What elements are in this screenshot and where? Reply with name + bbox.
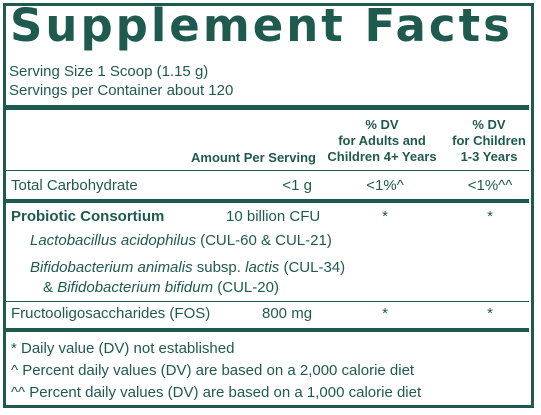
fos-dv-adults: * (382, 305, 388, 322)
total-carbohydrate-name: Total Carbohydrate (11, 177, 138, 194)
bifidobacterium-ingredient-line-2: & Bifidobacterium bifidum (CUL-20) (43, 279, 279, 297)
total-carbohydrate-dv-children: <1%^^ (467, 177, 513, 194)
bifidobacterium-animalis-strain: (CUL-34) (279, 259, 346, 276)
dv-adults-line-1: % DV (365, 117, 399, 132)
thin-rule-header (6, 170, 529, 171)
column-header-dv-children: % DV for Children 1-3 Years (442, 117, 536, 165)
bifidobacterium-subsp: subsp. (192, 259, 246, 276)
panel-title: Supplement Facts (10, 0, 513, 52)
fos-name: Fructooligosaccharides (FOS) (11, 305, 211, 322)
thick-rule-bottom (6, 328, 529, 332)
dv-adults-line-2: for Adults and (338, 133, 426, 148)
servings-per-container: Servings per Container about 120 (9, 82, 234, 99)
lactobacillus-species: Lactobacillus acidophilus (30, 232, 196, 249)
column-header-dv-adults: % DV for Adults and Children 4+ Years (316, 117, 448, 165)
probiotic-consortium-dv-adults: * (382, 208, 388, 225)
dv-children-line-3: 1-3 Years (460, 149, 518, 164)
probiotic-consortium-name: Probiotic Consortium (11, 208, 165, 225)
thick-rule-top (6, 105, 529, 110)
bifidobacterium-lactis: lactis (245, 259, 280, 276)
footnote-not-established: * Daily value (DV) not established (11, 340, 235, 357)
thick-rule-middle (6, 199, 529, 203)
fos-amount: 800 mg (262, 305, 313, 322)
bifidobacterium-bifidum: Bifidobacterium bifidum (57, 279, 214, 296)
serving-size: Serving Size 1 Scoop (1.15 g) (9, 63, 209, 80)
bifidobacterium-bifidum-strain: (CUL-20) (213, 279, 279, 296)
dv-adults-line-3: Children 4+ Years (327, 149, 437, 164)
thin-rule-fos (6, 301, 529, 302)
lactobacillus-strains: (CUL-60 & CUL-21) (195, 232, 332, 249)
probiotic-consortium-amount: 10 billion CFU (226, 208, 321, 225)
supplement-facts-panel (3, 3, 534, 408)
total-carbohydrate-dv-adults: <1%^ (366, 177, 404, 194)
fos-dv-children: * (487, 305, 493, 322)
bifidobacterium-ampersand: & (43, 279, 58, 296)
probiotic-consortium-dv-children: * (487, 208, 493, 225)
total-carbohydrate-amount: <1 g (282, 177, 312, 194)
dv-children-line-1: % DV (472, 117, 506, 132)
lactobacillus-ingredient: Lactobacillus acidophilus (CUL-60 & CUL-… (30, 232, 332, 250)
dv-children-line-2: for Children (452, 133, 526, 148)
bifidobacterium-animalis: Bifidobacterium animalis (30, 259, 193, 276)
bifidobacterium-ingredient-line-1: Bifidobacterium animalis subsp. lactis (… (30, 259, 345, 277)
column-header-amount: Amount Per Serving (191, 150, 316, 165)
footnote-1000-calorie: ^^ Percent daily values (DV) are based o… (11, 384, 422, 401)
footnote-2000-calorie: ^ Percent daily values (DV) are based on… (11, 362, 415, 379)
